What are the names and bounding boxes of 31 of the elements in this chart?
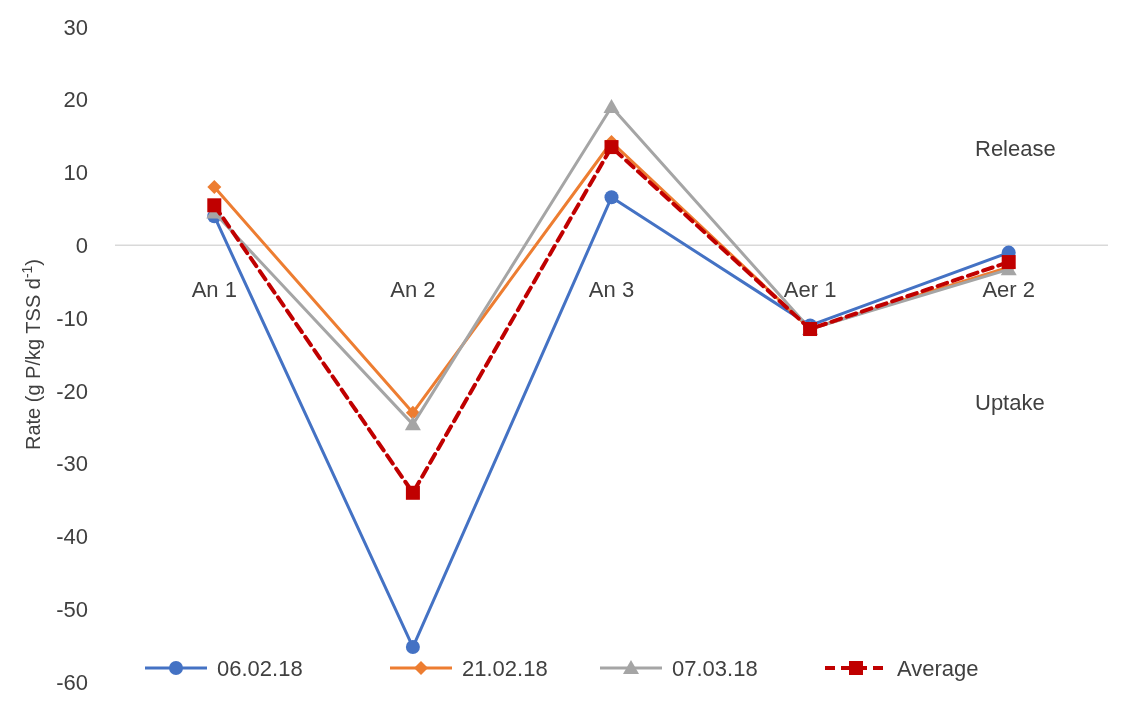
point bbox=[604, 140, 619, 155]
legend-label: 21.02.18 bbox=[462, 655, 548, 681]
legend-label: Average bbox=[897, 655, 979, 681]
legend-label: 06.02.18 bbox=[217, 655, 303, 681]
y-tick-label: -20 bbox=[56, 378, 88, 404]
y-tick-label: -40 bbox=[56, 524, 88, 550]
x-tick-label: An 1 bbox=[191, 277, 237, 303]
point bbox=[405, 640, 420, 655]
annotation: Uptake bbox=[975, 390, 1045, 415]
point bbox=[1001, 255, 1016, 270]
y-tick-label: 30 bbox=[63, 14, 88, 40]
x-tick-label: An 2 bbox=[390, 277, 436, 303]
point bbox=[207, 180, 222, 195]
point bbox=[207, 198, 222, 213]
y-tick-label: -50 bbox=[56, 596, 88, 622]
y-tick-label: -60 bbox=[56, 669, 88, 695]
point bbox=[405, 485, 420, 500]
y-tick-label: 0 bbox=[75, 233, 88, 259]
y-tick-label: 10 bbox=[63, 160, 88, 186]
point bbox=[405, 405, 420, 420]
point bbox=[603, 99, 620, 114]
y-tick-label: 20 bbox=[63, 87, 88, 113]
x-tick-label: Aer 2 bbox=[982, 277, 1035, 303]
point bbox=[404, 416, 421, 431]
y-tick-label: -30 bbox=[56, 451, 88, 477]
y-tick-label: -10 bbox=[56, 305, 88, 331]
point bbox=[604, 190, 619, 205]
legend-label: 07.03.18 bbox=[672, 655, 758, 681]
x-tick-label: An 3 bbox=[588, 277, 635, 303]
annotation: Release bbox=[975, 136, 1056, 161]
x-tick-label: Aer 1 bbox=[783, 277, 837, 303]
